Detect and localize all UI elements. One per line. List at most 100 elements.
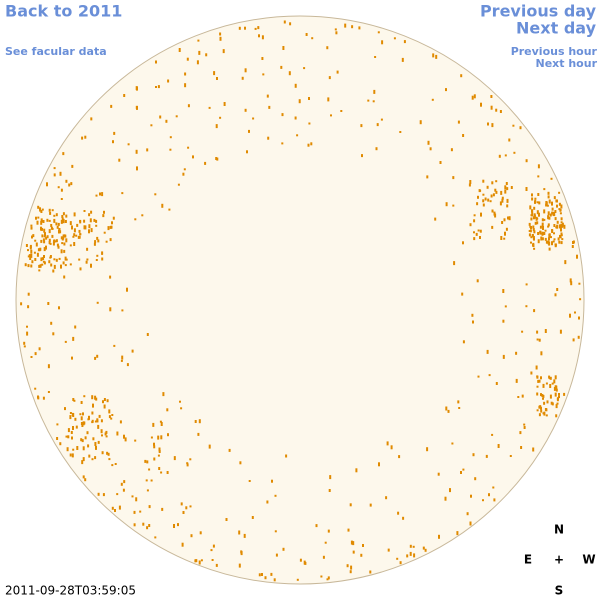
compass-east: E	[524, 553, 532, 567]
facula	[501, 196, 504, 200]
facula	[48, 238, 51, 242]
facula	[543, 232, 546, 235]
facula	[310, 142, 313, 146]
facula	[491, 225, 494, 229]
facula	[91, 419, 94, 423]
facula	[444, 496, 447, 501]
facula	[477, 195, 479, 199]
facula	[372, 100, 375, 103]
facula	[544, 229, 547, 232]
facula	[534, 200, 536, 204]
facula	[550, 401, 553, 405]
facula	[556, 288, 559, 291]
facula	[27, 305, 30, 309]
facula	[482, 203, 485, 207]
facula	[97, 424, 100, 429]
facula	[88, 454, 91, 458]
facula	[119, 420, 122, 424]
facula	[98, 414, 101, 418]
facula	[27, 292, 30, 296]
facula	[216, 77, 218, 80]
next-hour-link[interactable]: Next hour	[536, 57, 598, 70]
facula	[435, 54, 438, 59]
facula	[437, 472, 440, 476]
previous-day-link[interactable]: Previous day	[480, 2, 597, 21]
facula	[555, 385, 558, 390]
facula	[546, 400, 549, 404]
facula	[110, 417, 113, 420]
facula	[59, 171, 62, 176]
facula	[71, 164, 74, 168]
facula	[101, 257, 104, 261]
facula	[92, 403, 94, 408]
facula	[515, 378, 518, 383]
facula	[274, 530, 277, 533]
facula	[326, 46, 329, 50]
facula	[462, 468, 465, 471]
facula	[530, 236, 533, 239]
facula	[296, 134, 299, 137]
facula	[146, 148, 149, 152]
facula	[344, 23, 347, 28]
facula	[495, 180, 498, 183]
facula	[460, 74, 463, 78]
facula	[154, 536, 157, 539]
facula	[34, 258, 37, 261]
facula	[48, 219, 51, 222]
facula	[122, 488, 125, 492]
facula	[556, 204, 558, 208]
facula	[559, 225, 562, 229]
facula	[189, 458, 192, 461]
facula	[64, 340, 67, 343]
facula	[548, 216, 551, 220]
facula	[541, 231, 544, 235]
facula	[197, 39, 200, 42]
facula	[103, 231, 106, 234]
facula	[513, 151, 516, 154]
facula	[198, 50, 201, 55]
facula	[560, 228, 562, 232]
facula	[91, 458, 94, 461]
facula	[183, 168, 186, 171]
facula	[38, 264, 41, 268]
facula	[541, 237, 544, 241]
facula	[53, 240, 56, 243]
facula	[258, 573, 261, 577]
facular-link[interactable]: See facular data	[5, 45, 107, 58]
facula	[487, 198, 490, 202]
facula	[349, 503, 352, 507]
facula	[320, 575, 323, 578]
next-day-link[interactable]: Next day	[516, 19, 597, 38]
facula	[148, 505, 151, 509]
facula	[101, 192, 104, 197]
back-link[interactable]: Back to 2011	[5, 2, 122, 21]
facula	[548, 241, 551, 246]
facula	[94, 356, 97, 360]
facula	[281, 113, 284, 117]
facula	[63, 275, 66, 279]
facula	[85, 260, 88, 264]
previous-hour-link[interactable]: Previous hour	[511, 45, 598, 58]
facula	[46, 182, 48, 187]
facula	[554, 243, 557, 247]
facula	[485, 454, 488, 458]
facula	[564, 260, 567, 265]
facula	[29, 256, 32, 260]
facula	[525, 187, 528, 191]
facula	[305, 33, 308, 36]
facula	[346, 564, 349, 568]
facula	[228, 448, 231, 452]
facula	[187, 104, 190, 108]
facula	[123, 94, 126, 97]
facula	[547, 195, 550, 199]
facula	[350, 565, 353, 570]
facula	[70, 431, 73, 434]
facula	[387, 548, 390, 552]
solar-disk	[15, 15, 585, 585]
facula	[52, 332, 55, 336]
facula	[328, 76, 331, 80]
facula	[213, 71, 216, 76]
facula	[40, 257, 43, 260]
facula	[298, 99, 301, 104]
facula	[536, 392, 539, 396]
